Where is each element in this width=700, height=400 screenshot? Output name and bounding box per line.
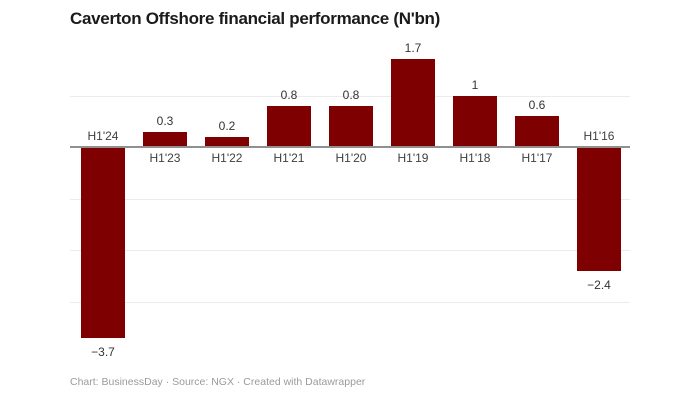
gridline: [70, 199, 630, 200]
bar-value-label: 0.2: [218, 118, 236, 133]
bar: [515, 116, 559, 147]
bar-category-label: H1'16: [583, 129, 615, 143]
plot-area: −3.7 H1'24 0.3 H1'23 0.2 H1'22 0.8 H1'21 0.8 H1'2…: [70, 40, 630, 370]
bar-value-label: −3.7: [91, 344, 115, 359]
bar-category-label: H1'17: [521, 151, 553, 165]
bar-category-label: H1'19: [397, 151, 429, 165]
bar-value-label: 0.6: [528, 98, 546, 113]
bar-category-label: H1'22: [211, 151, 243, 165]
bar: [453, 95, 497, 147]
bar-category-label: H1'18: [459, 151, 491, 165]
gridline: [70, 96, 630, 97]
gridline: [70, 302, 630, 303]
bar: [143, 131, 187, 147]
chart-footer: Chart: BusinessDay · Source: NGX · Creat…: [70, 376, 366, 388]
bar: [577, 147, 621, 271]
bar: [205, 136, 249, 147]
zero-axis-line: [70, 146, 630, 148]
bar: [329, 105, 373, 147]
bar: [391, 59, 435, 147]
bar: [267, 105, 311, 147]
bar-value-label: 0.8: [342, 87, 360, 102]
bar-category-label: H1'24: [87, 129, 119, 143]
bar-value-label: 0.3: [156, 113, 174, 128]
bar-value-label: 1.7: [404, 41, 422, 56]
bar-value-label: 1: [471, 77, 479, 92]
bar-category-label: H1'20: [335, 151, 367, 165]
chart-title: Caverton Offshore financial performance …: [70, 9, 440, 28]
bar-category-label: H1'21: [273, 151, 305, 165]
bar-value-label: 0.8: [280, 87, 298, 102]
bar-value-label: −2.4: [587, 277, 611, 292]
gridline: [70, 250, 630, 251]
bar: [81, 147, 125, 338]
bar-category-label: H1'23: [149, 151, 181, 165]
